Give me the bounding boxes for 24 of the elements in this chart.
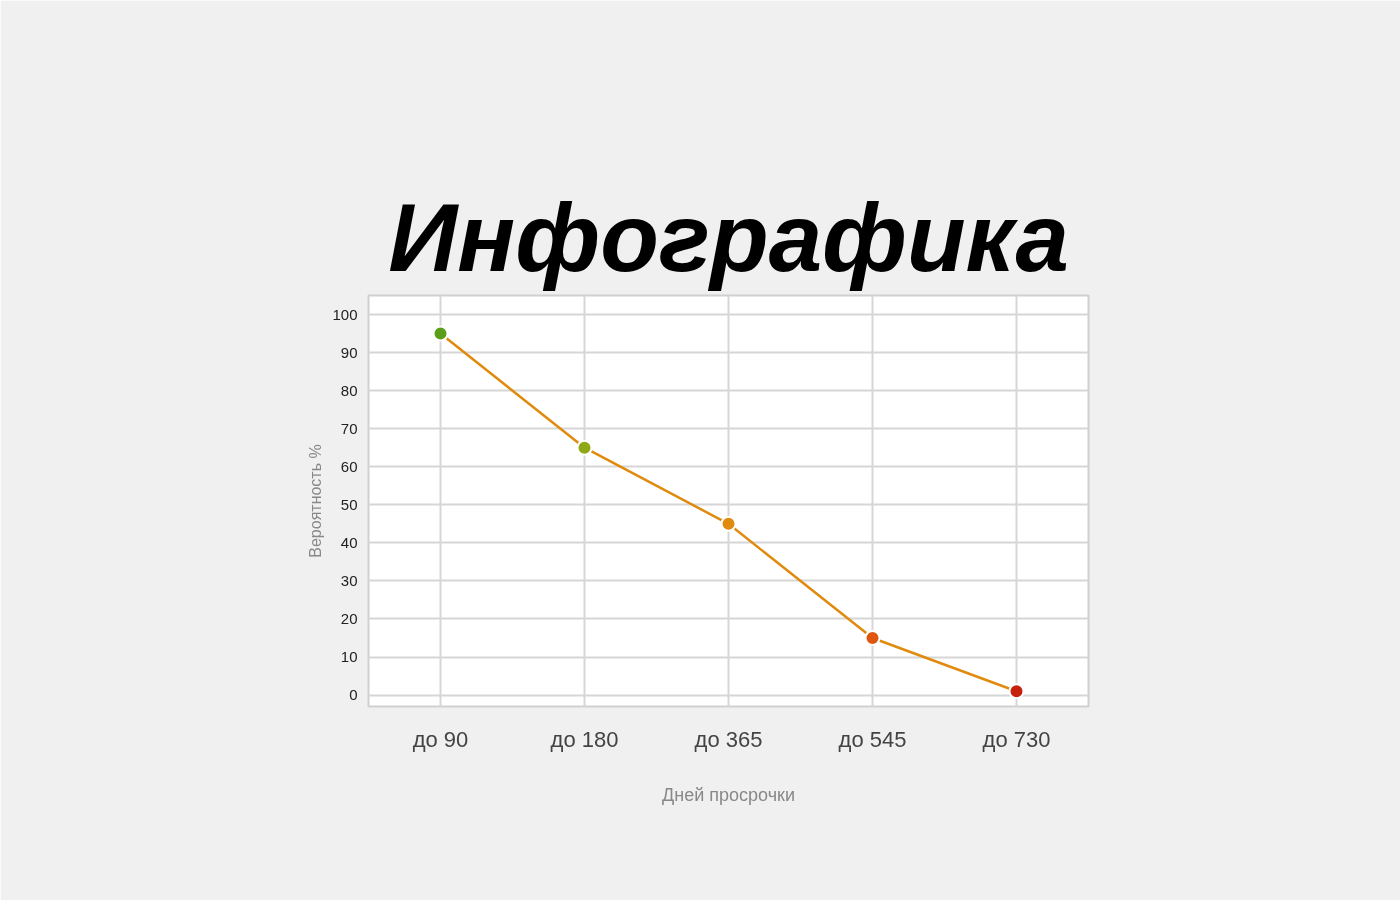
y-tick-label: 0 [349, 686, 358, 704]
y-tick-label: 90 [340, 343, 358, 361]
x-tick-label: до 730 [982, 726, 1051, 752]
x-tick-label: до 545 [838, 726, 907, 752]
y-tick-label: 100 [332, 305, 358, 323]
point [1008, 683, 1025, 700]
y-tick-label: 40 [340, 533, 358, 551]
x-tick-label: до 365 [694, 726, 763, 752]
point [576, 439, 593, 456]
y-tick-label: 50 [340, 495, 358, 513]
y-tick-label: 20 [340, 609, 358, 627]
point [432, 325, 449, 342]
x-axis-title: Дней просрочки [662, 784, 795, 805]
y-axis-title: Вероятность % [307, 444, 325, 558]
point [720, 515, 737, 532]
point [864, 630, 881, 646]
chart-title: Инфографика [388, 183, 1069, 291]
y-tick-label: 70 [340, 419, 358, 437]
x-tick-label: до 180 [550, 726, 619, 752]
y-tick-label: 80 [340, 381, 358, 399]
y-tick-label: 60 [340, 457, 358, 475]
y-tick-label: 30 [340, 571, 358, 589]
y-tick-label: 10 [340, 648, 358, 666]
x-tick-label: до 90 [412, 726, 469, 752]
